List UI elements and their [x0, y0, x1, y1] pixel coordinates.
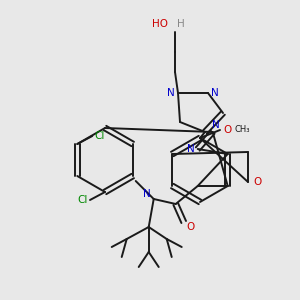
Text: CH₃: CH₃	[234, 125, 250, 134]
Text: O: O	[187, 222, 195, 232]
Text: Cl: Cl	[78, 195, 88, 205]
Text: N: N	[212, 120, 220, 130]
Text: HO: HO	[152, 19, 168, 29]
Text: N: N	[211, 88, 219, 98]
Text: Cl: Cl	[94, 131, 104, 141]
Text: O: O	[254, 177, 262, 187]
Text: O: O	[224, 125, 232, 135]
Text: N: N	[167, 88, 175, 98]
Text: N: N	[187, 144, 195, 154]
Text: H: H	[177, 19, 185, 29]
Text: N: N	[143, 189, 151, 199]
